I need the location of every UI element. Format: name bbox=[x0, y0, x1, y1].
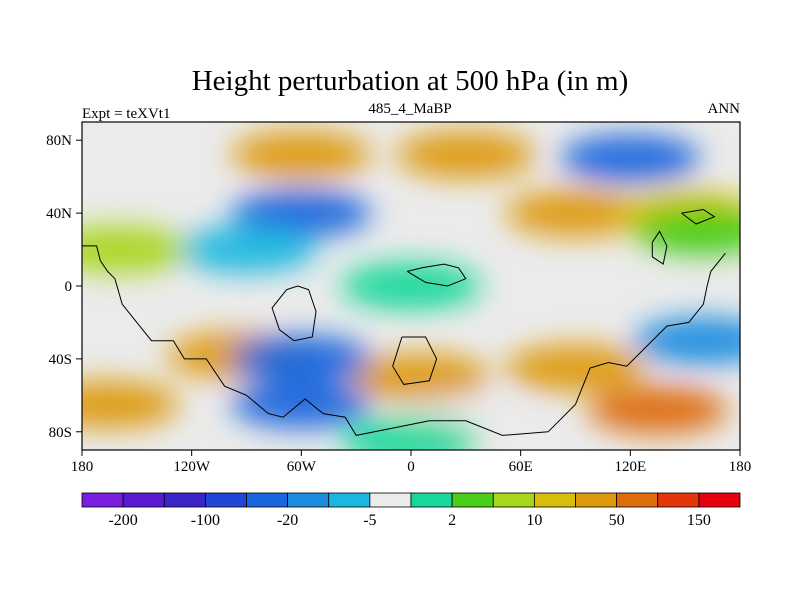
colorbar-swatch bbox=[287, 492, 330, 508]
x-tick-label: 60W bbox=[287, 459, 317, 475]
colorbar-swatch bbox=[616, 492, 659, 508]
coastline bbox=[392, 336, 438, 385]
colorbar-swatch bbox=[163, 492, 206, 508]
colorbar-swatch bbox=[533, 492, 576, 508]
field-blob bbox=[505, 344, 646, 392]
experiment-label: Expt = teXVt1 bbox=[82, 106, 170, 122]
y-tick-label: 80N bbox=[46, 133, 72, 149]
colorbar-swatch bbox=[369, 492, 412, 508]
colorbar-label: 10 bbox=[526, 512, 542, 529]
x-tick-label: 180 bbox=[729, 459, 752, 475]
field-blob bbox=[633, 207, 740, 256]
run-label: 485_4_MaBP bbox=[368, 101, 451, 117]
field-blob bbox=[587, 385, 728, 434]
y-tick-label: 40N bbox=[46, 206, 72, 222]
field-blob bbox=[350, 353, 491, 402]
colorbar-label: 150 bbox=[687, 512, 711, 529]
colorbar-label: 50 bbox=[609, 512, 625, 529]
colorbar: -200 -100 -20 -5 2 10 50 150 bbox=[81, 492, 741, 529]
chart-title: Height perturbation at 500 hPa (in m) bbox=[192, 65, 629, 97]
coastline bbox=[681, 208, 716, 225]
field-blob bbox=[231, 130, 372, 179]
colorbar-swatch bbox=[575, 492, 618, 508]
coastline bbox=[271, 285, 317, 342]
coastline bbox=[407, 263, 467, 287]
colorbar-label: -5 bbox=[363, 512, 376, 529]
colorbar-swatch bbox=[204, 492, 247, 508]
colorbar-swatch bbox=[657, 492, 700, 508]
field-blob bbox=[395, 130, 536, 179]
colorbar-swatch bbox=[698, 492, 741, 508]
colorbar-label: -100 bbox=[191, 512, 220, 529]
field-blob bbox=[231, 189, 372, 238]
field-blob bbox=[633, 316, 740, 365]
y-tick-label: 40S bbox=[49, 352, 72, 368]
x-tick-label: 120E bbox=[614, 459, 646, 475]
coastline bbox=[651, 230, 668, 265]
x-tick-label: 120W bbox=[173, 459, 211, 475]
coastline bbox=[82, 245, 726, 436]
field-blob bbox=[231, 334, 372, 383]
season-label: ANN bbox=[708, 101, 741, 117]
x-tick-label: 180 bbox=[71, 459, 94, 475]
colorbar-label: -20 bbox=[277, 512, 298, 529]
field-blob bbox=[82, 380, 180, 429]
field-blob bbox=[505, 189, 646, 238]
field-blob bbox=[341, 262, 481, 310]
colorbar-swatch bbox=[328, 492, 371, 508]
field-blob bbox=[560, 134, 701, 183]
colorbar-label: 2 bbox=[448, 512, 456, 529]
x-tick-label: 0 bbox=[407, 459, 415, 475]
colorbar-label: -200 bbox=[108, 512, 137, 529]
y-tick-label: 80S bbox=[49, 425, 72, 441]
contour-map bbox=[82, 122, 740, 450]
field-blob bbox=[231, 380, 372, 429]
colorbar-swatch bbox=[81, 492, 124, 508]
colorbar-swatch bbox=[451, 492, 494, 508]
colorbar-swatch bbox=[410, 492, 453, 508]
field-blob bbox=[82, 225, 189, 274]
field-blob bbox=[176, 225, 317, 274]
colorbar-swatch bbox=[122, 492, 165, 508]
colorbar-swatch bbox=[492, 492, 535, 508]
y-tick-label: 0 bbox=[65, 279, 73, 295]
field-blob bbox=[341, 416, 481, 450]
x-tick-label: 60E bbox=[509, 459, 533, 475]
colorbar-swatch bbox=[246, 492, 289, 508]
